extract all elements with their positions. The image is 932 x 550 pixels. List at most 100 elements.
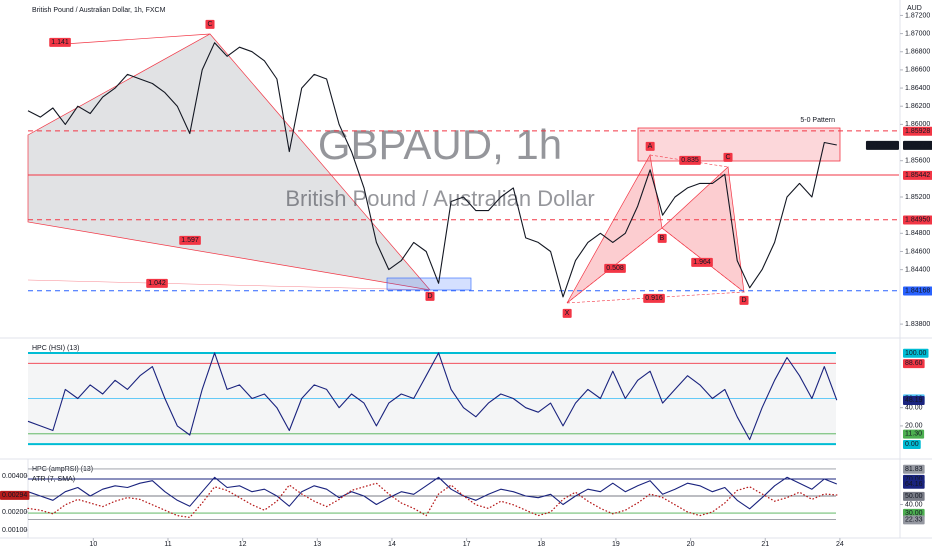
pattern-point-label-bg <box>657 233 667 243</box>
last-value-label: 0.00294 <box>2 492 27 499</box>
chart-title: British Pound / Australian Dollar, 1h, F… <box>32 7 166 14</box>
y-tick-label-bg <box>903 359 925 369</box>
y-tick-label: 1.83800 <box>905 321 930 328</box>
pattern-point-label: 1.042 <box>148 280 166 287</box>
price-level-label: 1.84168 <box>905 288 930 295</box>
y-tick-label: 1.86600 <box>905 67 930 74</box>
x-tick-label: 20 <box>687 541 695 548</box>
pattern-line <box>49 33 211 46</box>
y-tick-label: 1.87200 <box>905 12 930 19</box>
y-tick-label-bg <box>903 348 929 358</box>
y-tick-label: 40.00 <box>905 501 923 508</box>
y-tick-label: 1.85200 <box>905 194 930 201</box>
pattern-point-label: 1.141 <box>51 39 69 46</box>
y2-tick-label: 0.00400 <box>2 473 27 480</box>
y-tick-label: 81.83 <box>905 466 923 473</box>
y-tick-label: 50.00 <box>905 493 923 500</box>
legend-entry: ATR (7, SMA) <box>32 476 75 483</box>
y-tick-label: 11.30 <box>905 431 922 438</box>
y-tick-label: 1.84400 <box>905 266 930 273</box>
series-line <box>27 42 837 298</box>
series-name-bg <box>865 140 899 150</box>
y-tick-label-bg <box>903 429 925 439</box>
last-value-label-bg <box>903 479 925 489</box>
y-tick-label-bg <box>903 491 925 501</box>
series-line <box>27 476 838 510</box>
x-tick-label: 18 <box>537 541 545 548</box>
series-line <box>27 482 838 519</box>
x-tick-label: 24 <box>836 541 844 548</box>
y-tick-label: 70.00 <box>905 476 923 483</box>
y-tick-label: 88.60 <box>905 360 923 367</box>
last-value-label: 48.19 <box>905 397 923 404</box>
pattern-point-label: 1.964 <box>693 259 711 266</box>
y-tick-label-bg <box>903 515 925 525</box>
last-value-label: 64.16 <box>905 481 923 488</box>
y-tick-label: 1.84600 <box>905 248 930 255</box>
y-tick-label: 1.86800 <box>905 49 930 56</box>
y2-tick-label: 0.00100 <box>2 527 27 534</box>
y-tick-label: 22.33 <box>905 516 923 523</box>
pattern-point-label-bg <box>604 263 626 273</box>
zone <box>386 277 472 291</box>
x-tick-label: 14 <box>388 541 396 548</box>
x-tick-label: 17 <box>463 541 471 548</box>
y-tick-label: 1.85600 <box>905 158 930 165</box>
y-tick-label: 1.86400 <box>905 85 930 92</box>
pattern-point-label-bg <box>562 308 572 318</box>
last-value-label-bg <box>903 140 932 150</box>
zone <box>637 127 841 162</box>
panel-title: HPC (HSI) (13) <box>32 345 79 352</box>
y-tick-label-bg <box>903 439 921 449</box>
y2-tick-label: 0.00200 <box>2 509 27 516</box>
y-tick-label: 100.00 <box>905 350 927 357</box>
x-tick-label: 12 <box>239 541 247 548</box>
x-tick-label: 13 <box>313 541 321 548</box>
pattern-point-label: 0.916 <box>645 295 663 302</box>
y-tick-label: 1.84800 <box>905 230 930 237</box>
series-name: GBPAUD <box>868 142 897 149</box>
x-tick-label: 19 <box>612 541 620 548</box>
price-level-label-bg <box>903 170 932 180</box>
price-level-label-bg <box>903 286 932 296</box>
pattern-point-label: X <box>565 310 570 317</box>
price-level-label: 1.85442 <box>905 172 930 179</box>
watermark: GBPAUD, 1h <box>318 121 562 168</box>
pattern-point-label-bg <box>679 155 701 165</box>
price-level-label-bg <box>903 215 932 225</box>
pattern-line <box>27 279 431 291</box>
y-tick-label: 1.86000 <box>905 121 930 128</box>
pattern-point-label-bg <box>645 141 655 151</box>
pattern-point-label-bg <box>691 257 713 267</box>
y-tick-label: 20.00 <box>905 423 923 430</box>
pattern-point-label: D <box>741 297 746 304</box>
pattern-point-label: 1.597 <box>181 237 199 244</box>
y-tick-label: 1.86200 <box>905 103 930 110</box>
price-level-label-bg <box>903 126 932 136</box>
pattern-point-label-bg <box>425 291 435 301</box>
pattern-point-label: 0.508 <box>606 265 624 272</box>
x-tick-label: 21 <box>761 541 769 548</box>
pattern-point-label: C <box>725 154 730 161</box>
price-level-label: 1.84950 <box>905 217 930 224</box>
series-line <box>27 352 838 441</box>
last-value-label-bg <box>0 490 30 500</box>
y-tick-label-bg <box>903 464 925 474</box>
y-tick-label: 0.00 <box>905 441 919 448</box>
last-value-label: 1.85773 <box>905 142 930 149</box>
currency-label: AUD <box>907 5 922 12</box>
x-tick-label: 10 <box>89 541 97 548</box>
last-value-label-bg <box>903 396 925 406</box>
pattern-point-label-bg <box>643 293 665 303</box>
pattern-point-label: A <box>648 143 653 150</box>
pattern-point-label-bg <box>49 37 71 47</box>
pattern-point-label: B <box>660 235 665 242</box>
pattern-point-label-bg <box>723 152 733 162</box>
pattern-point-label: C <box>207 21 212 28</box>
y-tick-label: 40.00 <box>905 405 923 412</box>
pattern-point-label: 0.835 <box>681 157 699 164</box>
pattern-point-label-bg <box>146 278 168 288</box>
